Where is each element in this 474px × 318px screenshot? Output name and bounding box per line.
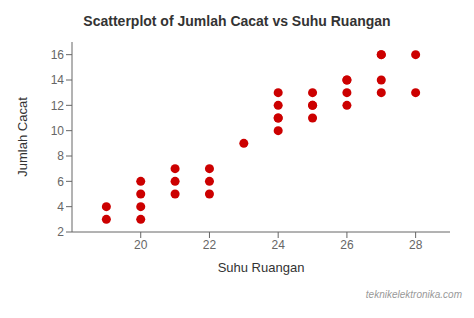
svg-text:16: 16 xyxy=(51,48,65,62)
svg-text:28: 28 xyxy=(409,238,423,252)
svg-text:20: 20 xyxy=(134,238,148,252)
svg-text:6: 6 xyxy=(57,175,64,189)
svg-text:12: 12 xyxy=(51,99,65,113)
svg-text:8: 8 xyxy=(57,149,64,163)
svg-text:26: 26 xyxy=(340,238,354,252)
svg-text:4: 4 xyxy=(57,200,64,214)
svg-text:Jumlah Cacat: Jumlah Cacat xyxy=(15,97,30,177)
svg-text:2: 2 xyxy=(57,225,64,239)
html-text:teknikelektronika.com: teknikelektronika.com xyxy=(365,289,462,300)
svg-text:14: 14 xyxy=(51,73,65,87)
svg-text:22: 22 xyxy=(203,238,217,252)
svg-text:10: 10 xyxy=(51,124,65,138)
svg-text:Suhu Ruangan: Suhu Ruangan xyxy=(218,260,305,275)
svg-text:24: 24 xyxy=(272,238,286,252)
html-text:Scatterplot of Jumlah Cacat vs: Scatterplot of Jumlah Cacat vs Suhu Ruan… xyxy=(83,13,391,29)
